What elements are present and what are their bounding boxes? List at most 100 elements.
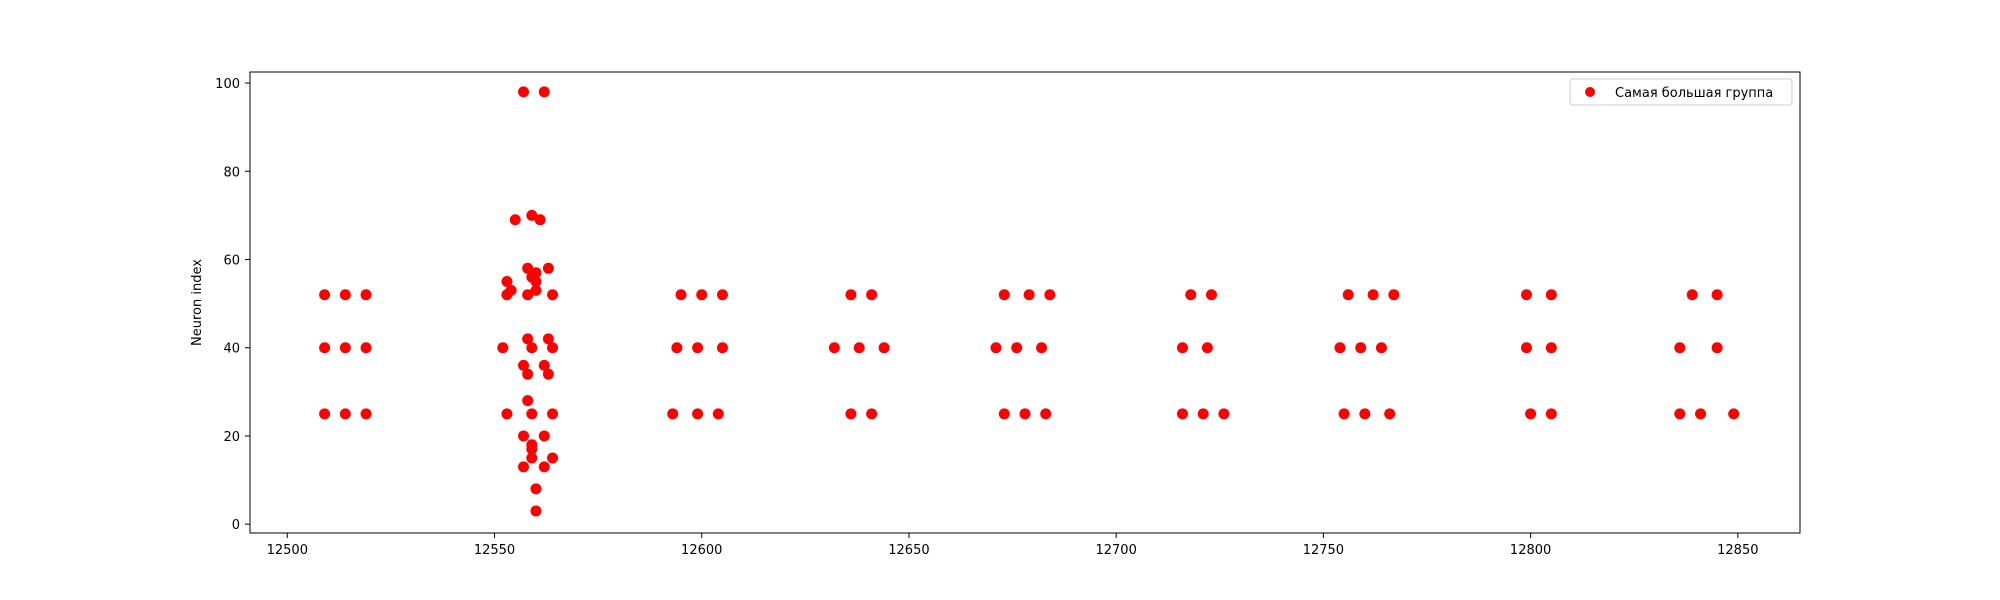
data-point — [538, 86, 550, 98]
data-point — [526, 443, 538, 455]
data-point — [319, 342, 331, 354]
x-axis-ticks: 12500 12550 12600 12650 12700 12750 12800 12850 — [267, 533, 1759, 558]
data-point — [1011, 342, 1023, 354]
data-point — [530, 284, 542, 296]
data-point — [667, 408, 679, 420]
data-point — [360, 342, 372, 354]
data-point — [497, 342, 509, 354]
data-point — [998, 289, 1010, 301]
data-point — [1019, 408, 1031, 420]
legend-box — [1569, 78, 1793, 106]
data-point — [501, 289, 513, 301]
data-point — [1728, 408, 1740, 420]
x-tick-label: 12850 — [1717, 543, 1758, 558]
data-point — [990, 342, 1002, 354]
y-axis-ticks: 0 20 40 60 80 100 — [215, 77, 250, 533]
data-point — [518, 86, 530, 98]
data-point — [1040, 408, 1052, 420]
data-point — [542, 333, 554, 345]
data-point — [501, 408, 513, 420]
y-tick-label: 40 — [223, 342, 240, 357]
data-point — [1218, 408, 1230, 420]
data-point — [1205, 289, 1217, 301]
x-tick-label: 12650 — [888, 543, 929, 558]
data-point — [319, 289, 331, 301]
data-point — [878, 342, 890, 354]
data-point — [522, 368, 534, 380]
data-point — [339, 342, 351, 354]
data-point — [1674, 408, 1686, 420]
y-axis-label: Neuron index — [190, 259, 205, 346]
data-point — [1545, 408, 1557, 420]
data-point — [518, 461, 530, 473]
data-point — [671, 342, 683, 354]
data-point — [1520, 342, 1532, 354]
data-point — [866, 408, 878, 420]
data-point — [1384, 408, 1396, 420]
data-point — [1334, 342, 1346, 354]
data-point — [339, 289, 351, 301]
data-point — [542, 262, 554, 274]
data-point — [845, 408, 857, 420]
data-point — [518, 430, 530, 442]
data-point — [1545, 342, 1557, 354]
data-point — [1545, 289, 1557, 301]
data-point — [530, 267, 542, 279]
data-point — [828, 342, 840, 354]
data-point — [522, 395, 534, 407]
y-tick-label: 20 — [223, 430, 240, 445]
data-point — [1201, 342, 1213, 354]
data-point — [526, 209, 538, 221]
data-point — [547, 408, 559, 420]
data-point — [534, 214, 546, 226]
data-point — [538, 359, 550, 371]
data-point — [692, 342, 704, 354]
data-point — [1711, 289, 1723, 301]
data-point — [696, 289, 708, 301]
y-tick-label: 80 — [223, 165, 240, 180]
data-point — [716, 342, 728, 354]
data-point — [360, 408, 372, 420]
data-point — [716, 289, 728, 301]
data-point — [1036, 342, 1048, 354]
y-tick-label: 0 — [232, 518, 240, 533]
data-point — [530, 505, 542, 517]
data-point — [530, 483, 542, 495]
data-point — [1044, 289, 1056, 301]
data-point — [1375, 342, 1387, 354]
data-point — [339, 408, 351, 420]
data-point — [853, 342, 865, 354]
data-point — [547, 289, 559, 301]
data-point — [845, 289, 857, 301]
data-point — [1359, 408, 1371, 420]
data-point — [522, 333, 534, 345]
x-tick-label: 12550 — [474, 543, 515, 558]
data-point — [1355, 342, 1367, 354]
data-point — [526, 342, 538, 354]
data-point — [522, 289, 534, 301]
data-point — [522, 262, 534, 274]
y-tick-label: 100 — [215, 77, 240, 92]
data-point — [538, 430, 550, 442]
plot-frame — [249, 71, 1801, 534]
data-point — [998, 408, 1010, 420]
x-tick-label: 12500 — [267, 543, 308, 558]
data-point — [530, 276, 542, 288]
data-point — [1388, 289, 1400, 301]
data-point — [675, 289, 687, 301]
data-point — [1197, 408, 1209, 420]
data-point — [360, 289, 372, 301]
data-point — [692, 408, 704, 420]
data-point — [501, 276, 513, 288]
data-point — [1525, 408, 1537, 420]
x-tick-label: 12600 — [681, 543, 722, 558]
data-point — [1695, 408, 1707, 420]
data-point — [547, 342, 559, 354]
data-point — [509, 214, 521, 226]
data-point — [1023, 289, 1035, 301]
data-point — [547, 452, 559, 464]
data-point — [1520, 289, 1532, 301]
data-point — [526, 452, 538, 464]
data-point — [1674, 342, 1686, 354]
